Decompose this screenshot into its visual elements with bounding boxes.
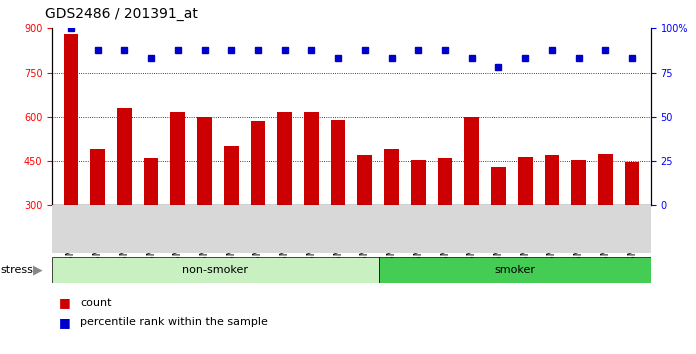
Bar	[52, 257, 379, 283]
Bar	[625, 162, 640, 294]
Bar	[224, 146, 239, 294]
Bar	[304, 113, 319, 294]
Bar	[358, 155, 372, 294]
Bar	[197, 117, 212, 294]
Bar	[491, 167, 506, 294]
Text: GDS2486 / 201391_at: GDS2486 / 201391_at	[45, 7, 198, 21]
Bar	[411, 160, 426, 294]
Bar	[438, 158, 452, 294]
Text: non-smoker: non-smoker	[182, 265, 248, 275]
Bar	[331, 120, 345, 294]
Text: stress: stress	[1, 265, 33, 275]
Bar	[90, 149, 105, 294]
Text: smoker: smoker	[494, 265, 535, 275]
Bar	[379, 257, 651, 283]
Bar	[571, 160, 586, 294]
Text: ■: ■	[59, 296, 71, 309]
Bar	[117, 108, 132, 294]
Text: count: count	[80, 298, 111, 308]
Text: ▶: ▶	[33, 263, 42, 276]
Bar	[518, 156, 532, 294]
Bar	[143, 158, 159, 294]
Bar	[63, 34, 78, 294]
Bar	[384, 149, 399, 294]
Bar	[277, 113, 292, 294]
Text: ■: ■	[59, 316, 71, 329]
Bar	[544, 155, 560, 294]
Text: percentile rank within the sample: percentile rank within the sample	[80, 317, 268, 327]
Bar	[251, 121, 265, 294]
Bar	[598, 154, 612, 294]
Bar	[171, 113, 185, 294]
Bar	[464, 117, 479, 294]
